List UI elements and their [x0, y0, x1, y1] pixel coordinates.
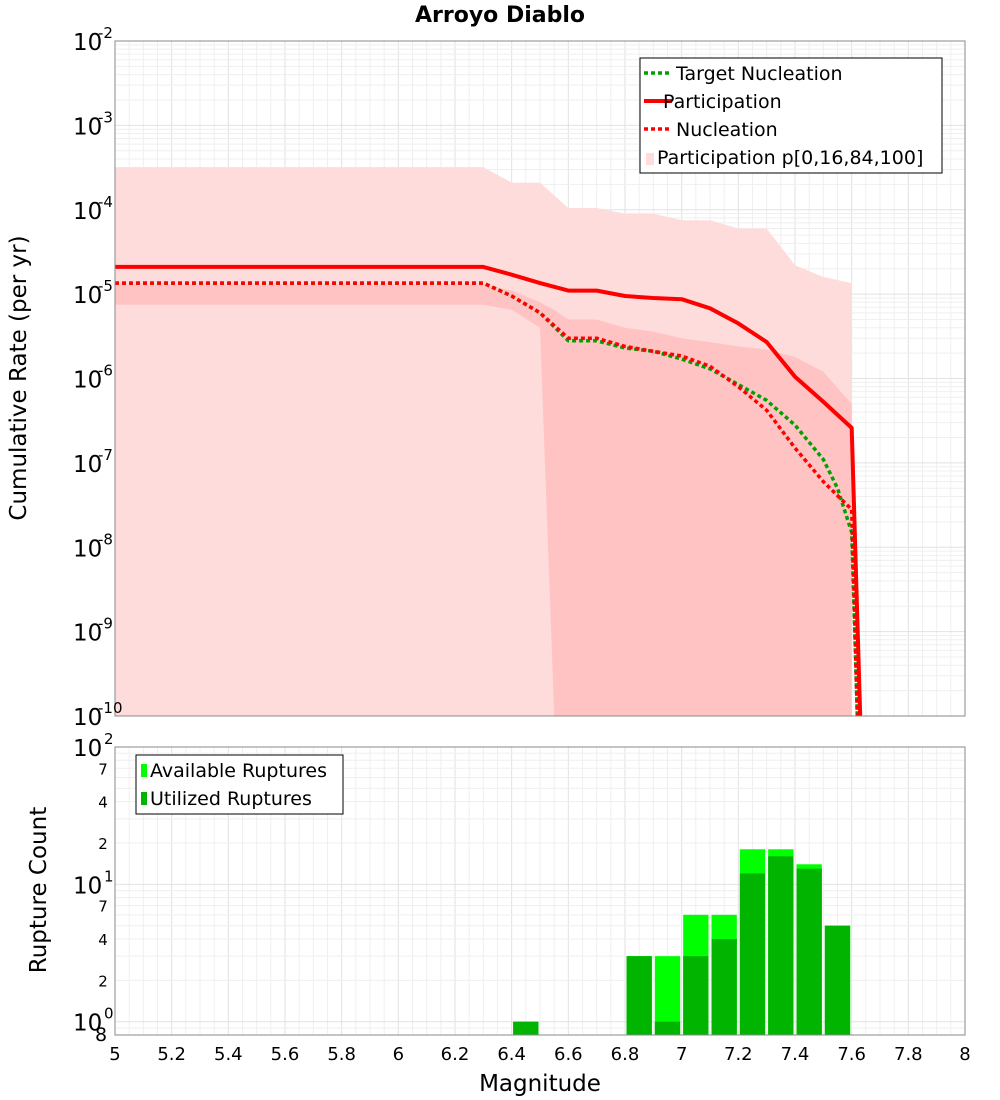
bottom-y-axis-label: Rupture Count: [26, 807, 52, 973]
bottom-y-minor-tick-label: 8: [95, 1024, 107, 1046]
utilized-ruptures-bar: [768, 856, 794, 1035]
x-tick-label: 6.8: [611, 1044, 640, 1065]
utilized-ruptures-bar: [711, 939, 737, 1035]
x-axis-label: Magnitude: [479, 1071, 601, 1097]
x-tick-label: 7.4: [781, 1044, 810, 1065]
utilized-ruptures-bar: [626, 956, 652, 1035]
top-y-tick-label: 10: [73, 621, 102, 647]
utilized-ruptures-bar: [513, 1021, 539, 1035]
x-tick-label: 5.6: [271, 1044, 300, 1065]
legend-swatch: [141, 792, 147, 805]
x-tick-label: 7.6: [837, 1044, 866, 1065]
top-y-tick-label: 10: [73, 30, 102, 56]
legend-label: Available Ruptures: [150, 760, 327, 782]
top-y-tick-exponent: -2: [98, 24, 113, 42]
utilized-ruptures-bar: [683, 956, 709, 1035]
x-tick-label: 6.6: [554, 1044, 583, 1065]
top-y-tick-exponent: -3: [98, 108, 113, 126]
x-tick-label: 6.2: [441, 1044, 470, 1065]
x-tick-label: 5.2: [157, 1044, 186, 1065]
top-y-tick-exponent: -9: [98, 615, 113, 633]
legend-label: Target Nucleation: [675, 63, 843, 85]
top-y-tick-label: 10: [73, 199, 102, 225]
x-tick-label: 7: [676, 1044, 687, 1065]
bottom-axes-frame: [114, 746, 966, 1036]
chart-title: Arroyo Diablo: [415, 3, 585, 28]
series-line-nucleation: [115, 281, 860, 717]
legend-swatch: [141, 764, 147, 777]
bottom-y-minor-tick-label: 2: [98, 972, 108, 990]
bottom-y-minor-tick-label: 7: [98, 898, 108, 916]
bottom-y-tick-exponent: 2: [104, 730, 114, 748]
x-tick-label: 8: [959, 1044, 970, 1065]
x-tick-label: 5.8: [327, 1044, 356, 1065]
top-y-tick-label: 10: [73, 705, 102, 731]
top-y-tick-label: 10: [73, 452, 102, 478]
bottom-y-tick-label: 10: [73, 873, 102, 899]
x-tick-label: 7.8: [894, 1044, 923, 1065]
bottom-y-minor-tick-label: 4: [98, 931, 108, 949]
top-y-axis-label: Cumulative Rate (per yr): [6, 235, 32, 520]
top-y-tick-exponent: -4: [98, 193, 113, 211]
bottom-legend: Available Ruptures Utilized Ruptures: [135, 754, 344, 815]
top-y-tick-label: 10: [73, 114, 102, 140]
legend-label: Participation p[0,16,84,100]: [657, 147, 923, 169]
top-y-tick-label: 10: [73, 536, 102, 562]
top-y-tick-exponent: -10: [98, 699, 123, 717]
series-line-participation: [115, 264, 863, 717]
top-y-tick-label: 10: [73, 283, 102, 309]
legend-label: Participation: [663, 91, 782, 113]
x-tick-label: 5: [109, 1044, 120, 1065]
legend-swatch: [646, 153, 654, 165]
top-axes-frame: [114, 40, 966, 717]
top-legend: Target Nucleation Participation Nucleation…: [639, 57, 943, 174]
utilized-ruptures-bar: [654, 1021, 681, 1035]
participation-band-p16-p84: [115, 284, 852, 716]
bottom-y-tick-exponent: 0: [104, 1005, 114, 1023]
cumulative-rate-plot: 10-1010-910-810-710-610-510-410-310-2Tar…: [73, 24, 966, 731]
legend-label: Nucleation: [676, 119, 778, 141]
x-tick-label: 5.4: [214, 1044, 243, 1065]
top-legend-box: [639, 57, 943, 174]
top-y-tick-label: 10: [73, 368, 102, 394]
bottom-y-tick-exponent: 1: [104, 867, 114, 885]
utilized-ruptures-bar: [796, 868, 822, 1035]
x-tick-label: 6: [393, 1044, 404, 1065]
bottom-y-tick-label: 10: [73, 1011, 102, 1037]
bottom-y-minor-tick-label: 2: [98, 835, 108, 853]
top-y-tick-exponent: -8: [98, 530, 113, 548]
top-y-tick-exponent: -5: [98, 277, 113, 295]
x-tick-label: 7.2: [724, 1044, 753, 1065]
bottom-y-tick-label: 10: [73, 736, 102, 762]
bottom-y-minor-tick-label: 4: [98, 794, 108, 812]
utilized-ruptures-bar: [739, 873, 766, 1035]
bottom-legend-box: [135, 754, 344, 815]
bottom-y-minor-tick-label: 7: [98, 760, 108, 778]
legend-label: Utilized Ruptures: [150, 788, 312, 810]
x-tick-label: 6.4: [497, 1044, 526, 1065]
utilized-ruptures-bar: [824, 925, 851, 1035]
top-y-tick-exponent: -6: [98, 362, 113, 380]
top-y-tick-exponent: -7: [98, 446, 113, 464]
